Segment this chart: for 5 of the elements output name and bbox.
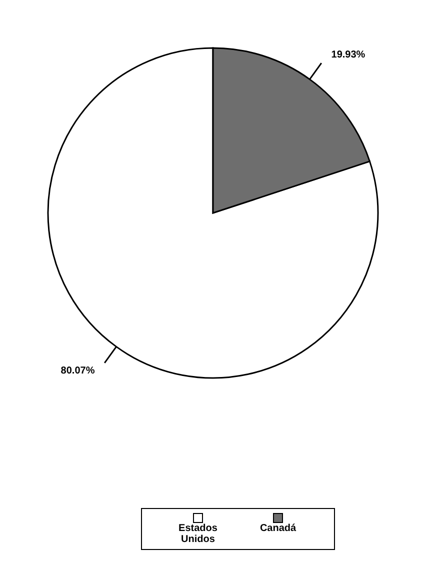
data-label: 19.93%: [331, 49, 366, 60]
pie-slice: [47, 47, 378, 379]
legend-label: Canadá: [260, 523, 296, 534]
legend-label: Estados Unidos: [178, 523, 218, 545]
data-label: 80.07%: [60, 366, 95, 377]
